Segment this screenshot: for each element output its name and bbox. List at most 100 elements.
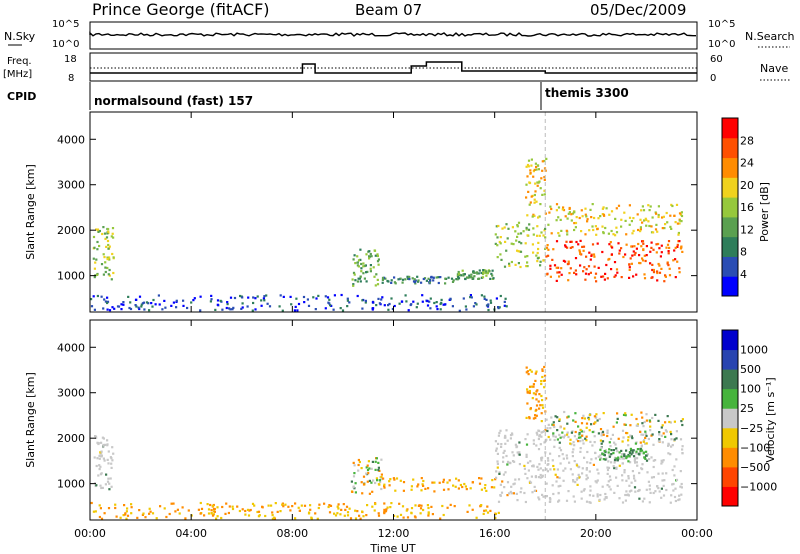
heatmap-cell — [526, 402, 529, 405]
heatmap-cell — [413, 278, 416, 281]
heatmap-cell — [537, 168, 540, 171]
heatmap-cell — [489, 277, 492, 280]
heatmap-cell — [291, 505, 294, 508]
heatmap-cell — [541, 160, 544, 163]
heatmap-cell — [388, 480, 391, 483]
heatmap-cell — [408, 275, 411, 278]
heatmap-cell — [462, 273, 465, 276]
heatmap-cell — [563, 427, 566, 430]
heatmap-cell — [536, 184, 539, 187]
heatmap-cell — [469, 294, 472, 297]
heatmap-cell — [533, 214, 536, 217]
heatmap-cell — [652, 443, 655, 446]
heatmap-cell — [368, 467, 371, 470]
heatmap-cell — [601, 485, 604, 488]
heatmap-cell — [579, 440, 582, 443]
heatmap-cell — [634, 251, 637, 255]
heatmap-cell — [352, 284, 355, 287]
colorbar-swatch — [722, 137, 738, 159]
heatmap-cell — [553, 264, 557, 267]
heatmap-cell — [613, 261, 617, 264]
heatmap-cell — [490, 486, 493, 489]
heatmap-cell — [588, 413, 591, 417]
heatmap-cell — [566, 416, 569, 419]
heatmap-cell — [680, 420, 683, 423]
heatmap-cell — [621, 440, 624, 443]
heatmap-cell — [646, 471, 649, 474]
heatmap-cell — [485, 298, 488, 301]
heatmap-cell — [526, 234, 529, 237]
heatmap-cell — [637, 242, 640, 246]
heatmap-cell — [545, 482, 548, 485]
heatmap-cell — [161, 308, 164, 311]
heatmap-cell — [635, 450, 638, 453]
heatmap-cell — [585, 426, 588, 429]
heatmap-cell — [101, 486, 104, 489]
heatmap-cell — [610, 449, 613, 452]
heatmap-cell — [665, 246, 668, 249]
heatmap-cell — [532, 385, 535, 388]
heatmap-cell — [358, 460, 361, 464]
heatmap-cell — [568, 211, 571, 214]
heatmap-cell — [95, 484, 98, 487]
heatmap-cell — [529, 171, 532, 175]
heatmap-cell — [537, 448, 541, 451]
heatmap-cell — [676, 243, 679, 246]
heatmap-cell — [640, 444, 643, 447]
heatmap-cell — [108, 309, 112, 312]
heatmap-cell — [596, 242, 599, 245]
heatmap-cell — [621, 474, 624, 477]
heatmap-cell — [461, 485, 464, 489]
heatmap-cell — [491, 269, 494, 272]
heatmap-cell — [193, 297, 196, 300]
heatmap-cell — [499, 429, 502, 432]
heatmap-cell — [420, 477, 423, 480]
heatmap-cell — [92, 295, 95, 298]
heatmap-cell — [644, 436, 647, 439]
heatmap-cell — [360, 481, 363, 484]
heatmap-cell — [634, 461, 637, 464]
heatmap-cell — [107, 273, 110, 276]
heatmap-cell — [599, 458, 602, 461]
heatmap-cell — [648, 209, 651, 212]
heatmap-cell — [526, 461, 530, 464]
heatmap-cell — [536, 433, 539, 436]
heatmap-cell — [487, 303, 490, 306]
heatmap-cell — [603, 454, 606, 457]
heatmap-cell — [429, 307, 432, 310]
heatmap-cell — [376, 479, 379, 482]
heatmap-cell — [209, 503, 212, 507]
heatmap-cell — [458, 309, 461, 312]
heatmap-cell — [678, 222, 681, 225]
heatmap-cell — [530, 385, 533, 388]
heatmap-cell — [644, 432, 647, 435]
heatmap-cell — [625, 457, 628, 460]
heatmap-cell — [652, 231, 655, 234]
heatmap-cell — [353, 254, 356, 257]
heatmap-cell — [549, 468, 552, 471]
heatmap-cell — [414, 504, 417, 507]
heatmap-cell — [535, 168, 538, 171]
heatmap-cell — [617, 242, 620, 245]
heatmap-cell — [402, 489, 405, 492]
heatmap-cell — [371, 308, 374, 311]
heatmap-cell — [93, 267, 96, 270]
heatmap-cell — [431, 481, 434, 484]
heatmap-cell — [238, 509, 241, 513]
heatmap-cell — [592, 253, 596, 256]
heatmap-cell — [377, 461, 380, 464]
heatmap-cell — [664, 223, 667, 226]
heatmap-cell — [670, 494, 673, 497]
heatmap-cell — [641, 500, 644, 503]
heatmap-cell — [642, 209, 646, 212]
heatmap-cell — [336, 505, 339, 508]
heatmap-cell — [534, 416, 537, 420]
heatmap-cell — [122, 301, 125, 304]
heatmap-cell — [316, 517, 319, 520]
heatmap-cell — [383, 508, 386, 511]
heatmap-cell — [102, 437, 105, 440]
heatmap-cell — [670, 445, 673, 448]
heatmap-cell — [657, 419, 660, 422]
heatmap-cell — [625, 449, 628, 452]
heatmap-cell — [622, 436, 625, 439]
